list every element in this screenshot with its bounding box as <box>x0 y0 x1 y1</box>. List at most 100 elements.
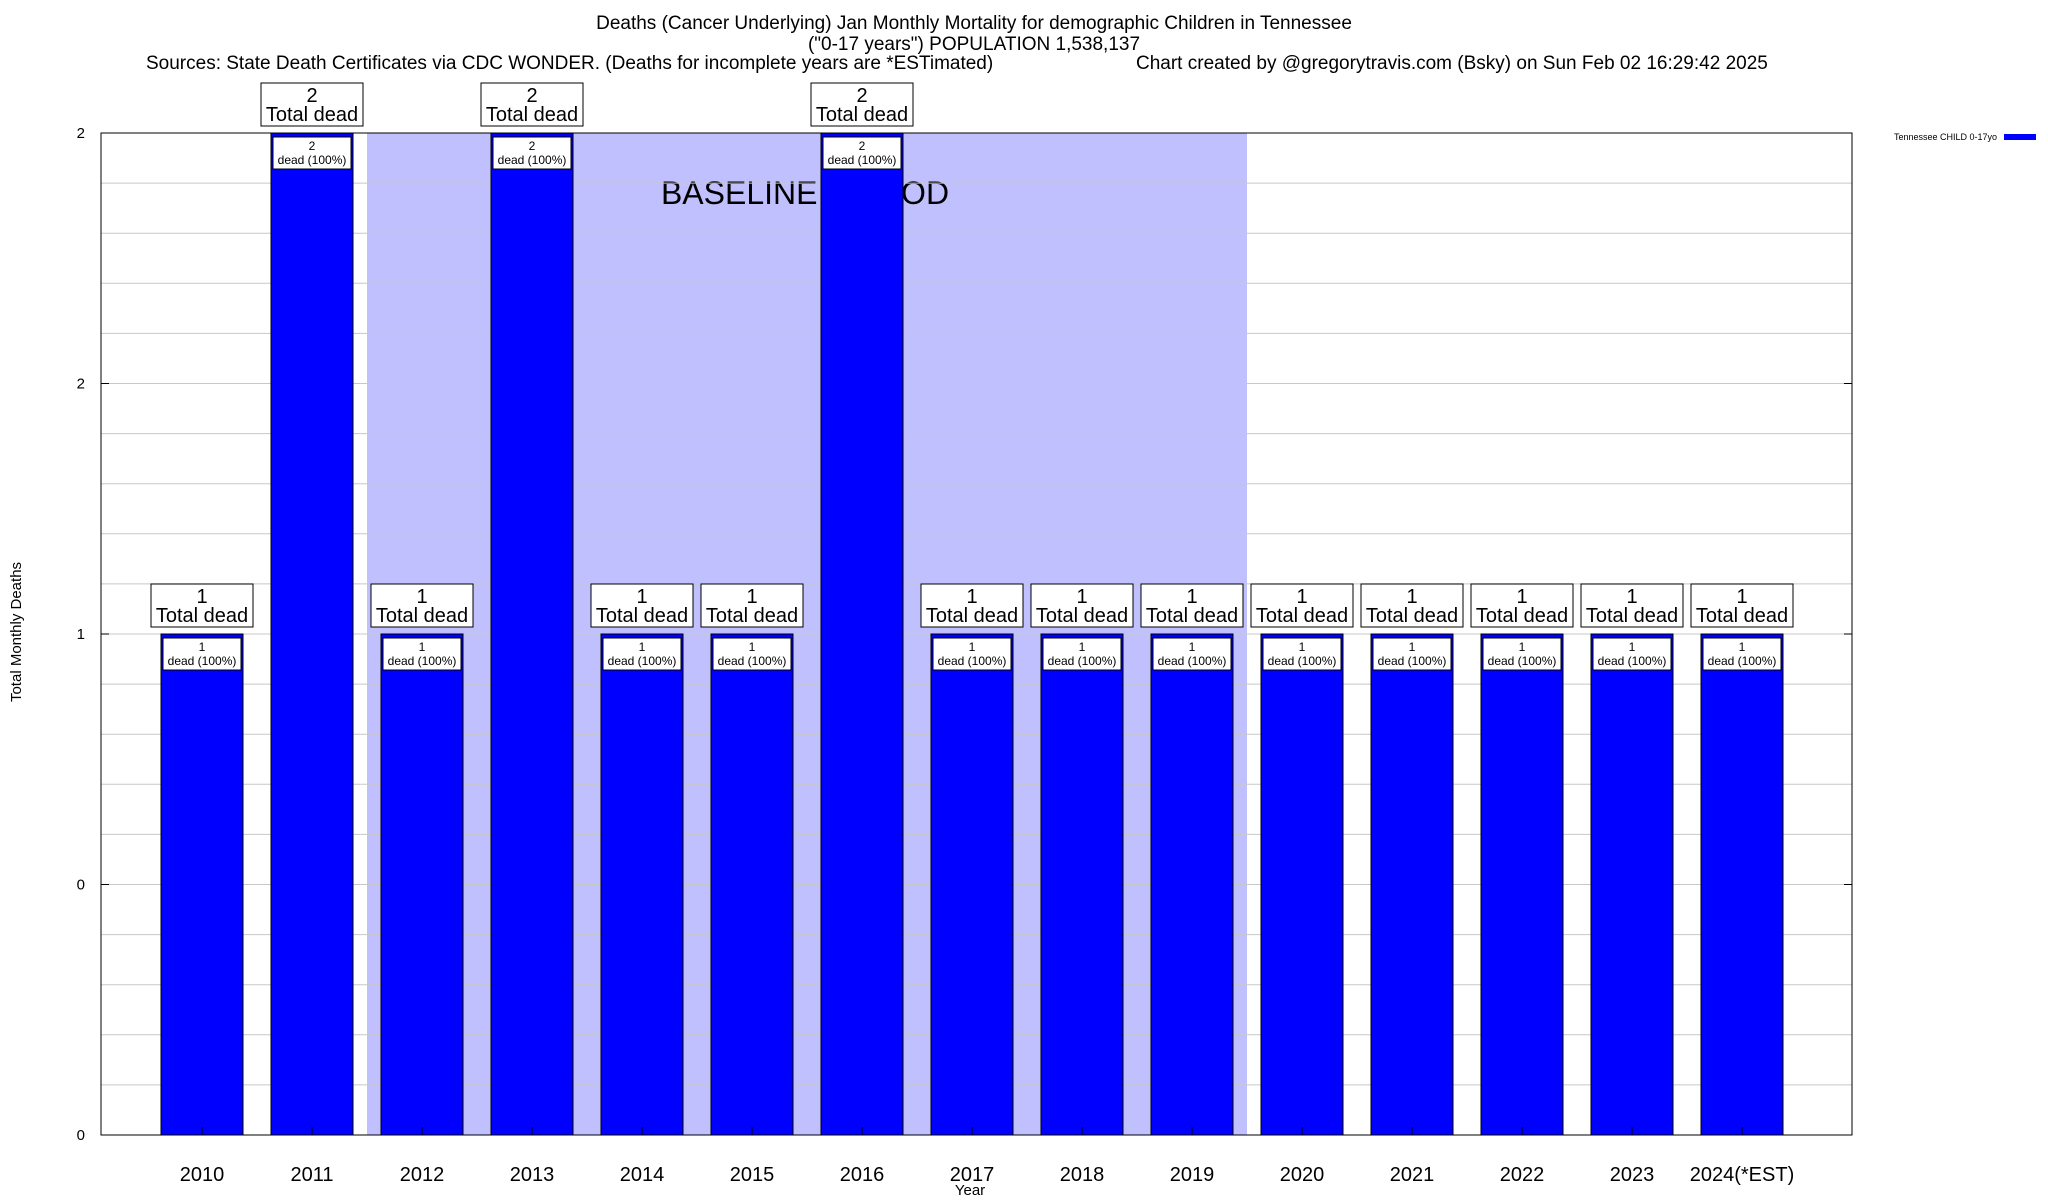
bar-inner-label-box <box>1482 637 1562 671</box>
bar <box>930 633 1014 1136</box>
bar-inner-value: 2 <box>309 139 316 153</box>
bar-top-label: Total dead <box>926 605 1018 627</box>
bar-inner-value: 2 <box>859 139 866 153</box>
x-tick-label: 2012 <box>400 1164 445 1186</box>
x-tick-label: 2021 <box>1390 1164 1435 1186</box>
bar-top-value: 1 <box>416 586 427 608</box>
bar-top-label: Total dead <box>1256 605 1348 627</box>
bar-top-label: Total dead <box>1696 605 1788 627</box>
bar-inner-label: dead (100%) <box>1708 654 1777 668</box>
x-axis-label: Year <box>955 1182 985 1199</box>
x-tick-label: 2024(*EST) <box>1690 1164 1795 1186</box>
bar-top-value: 1 <box>1076 586 1087 608</box>
baseline-period-label: BASELINE PERIOD <box>661 175 949 211</box>
bar-top-value: 1 <box>1186 586 1197 608</box>
bar-inner-label: dead (100%) <box>1598 654 1667 668</box>
bar-top-label: Total dead <box>1036 605 1128 627</box>
legend-swatch <box>2004 134 2036 140</box>
bar-inner-label-box <box>1152 637 1232 671</box>
bar-top-label: Total dead <box>486 104 578 126</box>
chart-credit: Chart created by @gregorytravis.com (Bsk… <box>1136 53 1768 74</box>
bar-top-value: 1 <box>1296 586 1307 608</box>
bar-inner-label: dead (100%) <box>1048 654 1117 668</box>
bar-inner-label-box <box>1042 637 1122 671</box>
bar-inner-label: dead (100%) <box>1268 654 1337 668</box>
bar <box>1700 633 1784 1136</box>
x-tick-label: 2010 <box>180 1164 225 1186</box>
bar-top-label-box <box>1580 583 1684 628</box>
bar-top-label: Total dead <box>816 104 908 126</box>
sources-note: Sources: State Death Certificates via CD… <box>146 53 994 74</box>
bar-inner-label-box <box>272 136 352 170</box>
bar <box>490 132 574 1136</box>
x-tick-label: 2022 <box>1500 1164 1545 1186</box>
bar <box>1260 633 1344 1136</box>
bar-top-label-box <box>150 583 254 628</box>
bar-inner-label-box <box>382 637 462 671</box>
bar-top-label: Total dead <box>596 605 688 627</box>
bar <box>600 633 684 1136</box>
legend: Tennessee CHILD 0-17yo <box>1894 132 2036 142</box>
bar-top-label-box <box>1360 583 1464 628</box>
bar-top-value: 1 <box>1406 586 1417 608</box>
y-tick-label: 0 <box>77 1127 85 1144</box>
bar-top-value: 2 <box>526 85 537 107</box>
bar-top-label-box <box>1030 583 1134 628</box>
bar-inner-label: dead (100%) <box>1488 654 1557 668</box>
x-tick-label: 2019 <box>1170 1164 1215 1186</box>
bar-top-label-box <box>370 583 474 628</box>
bar <box>710 633 794 1136</box>
legend-series-name: Tennessee CHILD 0-17yo <box>1894 132 1997 142</box>
x-tick-label: 2013 <box>510 1164 555 1186</box>
bar-top-label-box <box>920 583 1024 628</box>
axis-layer: 0 0 1 2 2 2010 2011 2012 2013 2014 2015 2016 2017 201… <box>77 125 1852 1186</box>
bar-top-label-box <box>1690 583 1794 628</box>
bar <box>1150 633 1234 1136</box>
bar-top-value: 1 <box>1626 586 1637 608</box>
x-tick-label: 2014 <box>620 1164 665 1186</box>
bar-inner-value: 1 <box>969 640 976 654</box>
bar-inner-value: 1 <box>419 640 426 654</box>
x-tick-label: 2020 <box>1280 1164 1325 1186</box>
bar-inner-value: 1 <box>1299 640 1306 654</box>
bar-inner-label-box <box>1262 637 1342 671</box>
bar-inner-label: dead (100%) <box>608 654 677 668</box>
bar-inner-label-box <box>712 637 792 671</box>
bar-inner-value: 1 <box>639 640 646 654</box>
bar-inner-label: dead (100%) <box>938 654 1007 668</box>
bar-inner-label-box <box>162 637 242 671</box>
bar-inner-value: 1 <box>749 640 756 654</box>
bar-inner-label: dead (100%) <box>498 153 567 167</box>
chart-subtitle: ("0-17 years") POPULATION 1,538,137 <box>807 34 1141 55</box>
bar <box>270 132 354 1136</box>
bar-inner-label-box <box>1702 637 1782 671</box>
bar-top-label: Total dead <box>376 605 468 627</box>
bar-top-label: Total dead <box>1586 605 1678 627</box>
bar-inner-value: 1 <box>1519 640 1526 654</box>
bar-top-label: Total dead <box>1476 605 1568 627</box>
bar-inner-label: dead (100%) <box>388 654 457 668</box>
bar-inner-label-box <box>1372 637 1452 671</box>
bar-inner-label: dead (100%) <box>1378 654 1447 668</box>
bar-top-label-box <box>810 82 914 127</box>
bar-inner-label-box <box>1592 637 1672 671</box>
bar-top-label: Total dead <box>266 104 358 126</box>
bar-top-label: Total dead <box>156 605 248 627</box>
bar-top-label: Total dead <box>1146 605 1238 627</box>
bar-inner-label-box <box>932 637 1012 671</box>
bar <box>1590 633 1674 1136</box>
bar-inner-value: 2 <box>529 139 536 153</box>
bar-top-value: 2 <box>306 85 317 107</box>
bar-top-label-box <box>480 82 584 127</box>
bar <box>160 633 244 1136</box>
x-tick-label: 2017 <box>950 1164 995 1186</box>
y-tick-label: 2 <box>77 376 85 393</box>
bar-top-value: 1 <box>1736 586 1747 608</box>
bar-inner-value: 1 <box>1629 640 1636 654</box>
bar-inner-label-box <box>492 136 572 170</box>
bar <box>1480 633 1564 1136</box>
x-tick-label: 2016 <box>840 1164 885 1186</box>
bar-inner-label: dead (100%) <box>718 654 787 668</box>
